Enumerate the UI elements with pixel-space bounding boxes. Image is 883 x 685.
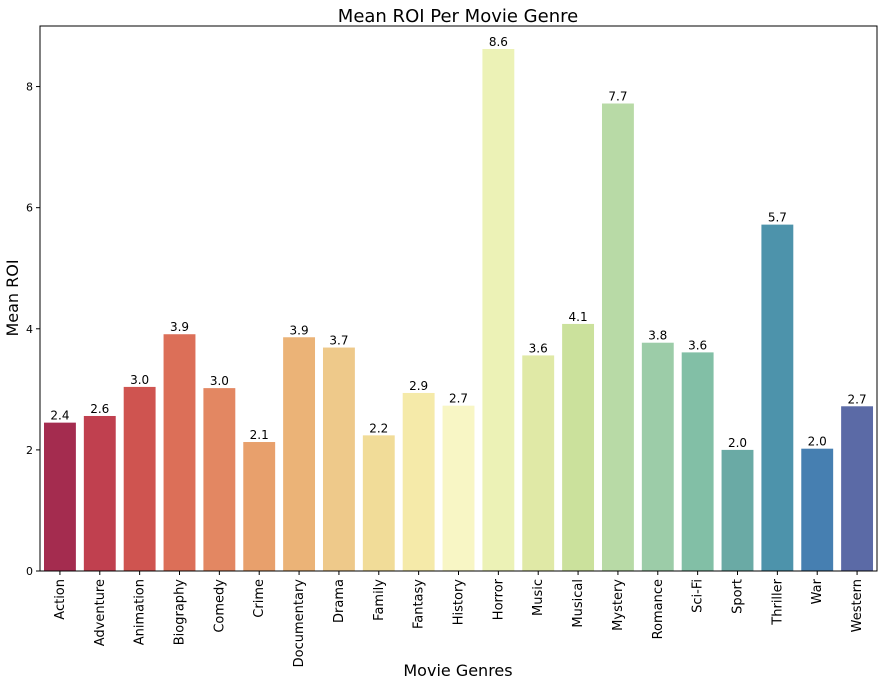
bar-fantasy [402, 392, 435, 571]
x-tick-label: Crime [252, 579, 267, 618]
x-tick-label: Mystery [611, 579, 626, 631]
x-tick-label: Comedy [212, 579, 227, 633]
y-tick-label: 4 [26, 323, 33, 336]
x-tick-label: Musical [571, 579, 586, 628]
x-tick-label: Music [531, 579, 546, 616]
x-tick-label: Romance [651, 579, 666, 639]
bar-documentary [283, 337, 316, 571]
bar-value-label: 2.7 [848, 392, 867, 406]
bar-value-label: 2.4 [50, 409, 69, 423]
bar-value-label: 3.7 [329, 334, 348, 348]
bar-value-label: 2.0 [728, 436, 747, 450]
x-tick-label: Animation [133, 579, 148, 645]
bar-western [841, 406, 874, 571]
bar-thriller [761, 224, 794, 571]
bar-horror [482, 49, 515, 571]
bar-value-label: 7.7 [608, 90, 627, 104]
bar-sport [721, 449, 754, 571]
x-tick-label: Western [850, 579, 865, 632]
bar-value-label: 3.0 [210, 374, 229, 388]
bar-musical [562, 323, 595, 571]
x-axis: Action Adventure Animation Biography Comedy C… [53, 571, 865, 667]
bar-action [43, 422, 76, 571]
bar-crime [243, 442, 276, 571]
bar-value-label: 2.1 [250, 428, 269, 442]
bar-value-label: 3.9 [290, 323, 309, 337]
bar-value-label: 8.6 [489, 35, 508, 49]
x-tick-label: Sci-Fi [691, 579, 706, 613]
bar-value-label: 2.7 [449, 392, 468, 406]
bar-value-label: 2.9 [409, 379, 428, 393]
x-tick-label: Documentary [292, 579, 307, 668]
y-tick-label: 8 [26, 81, 33, 94]
x-tick-label: Horror [491, 578, 506, 620]
bar-value-label: 3.0 [130, 373, 149, 387]
bar-adventure [83, 415, 116, 571]
x-tick-label: Fantasy [412, 579, 427, 629]
y-axis: 0 2 4 6 8 [26, 81, 40, 578]
bar-value-label: 5.7 [768, 211, 787, 225]
x-tick-label: Family [372, 579, 387, 621]
x-tick-label: Action [53, 579, 68, 620]
y-tick-label: 0 [26, 565, 33, 578]
x-tick-label: Adventure [93, 579, 108, 646]
bar-family [362, 435, 395, 571]
bar-music [522, 355, 555, 571]
bar-romance [641, 342, 674, 571]
bar-history [442, 405, 475, 571]
bar-mystery [601, 103, 634, 571]
x-tick-label: Thriller [770, 578, 785, 625]
bar-value-label: 2.2 [369, 421, 388, 435]
plot-area: 2.4 2.6 3.0 3.9 3.0 2.1 3.9 3.7 2.2 2.9 2.7 8.6 3.6 4… [43, 35, 874, 571]
bar-value-label: 3.9 [170, 320, 189, 334]
y-tick-label: 2 [26, 444, 33, 457]
x-tick-label: War [810, 578, 825, 604]
bar-animation [123, 386, 156, 571]
bar-value-label: 3.6 [529, 341, 548, 355]
x-tick-label: Drama [332, 579, 347, 623]
bar-drama [322, 347, 355, 571]
x-tick-label: History [452, 579, 467, 626]
bar-value-label: 4.1 [569, 310, 588, 324]
x-tick-label: Sport [731, 579, 746, 614]
x-axis-label: Movie Genres [403, 661, 512, 680]
bar-comedy [203, 388, 236, 571]
chart-title: Mean ROI Per Movie Genre [338, 6, 578, 27]
bar-value-label: 2.6 [90, 402, 109, 416]
bar-value-label: 2.0 [808, 435, 827, 449]
bar-value-label: 3.8 [648, 329, 667, 343]
bar-value-label: 3.6 [688, 338, 707, 352]
bar-biography [163, 334, 196, 571]
y-axis-label: Mean ROI [3, 259, 22, 336]
bar-war [801, 448, 834, 571]
x-tick-label: Biography [173, 579, 188, 646]
bar-sci-fi [681, 352, 714, 571]
y-tick-label: 6 [26, 202, 33, 215]
